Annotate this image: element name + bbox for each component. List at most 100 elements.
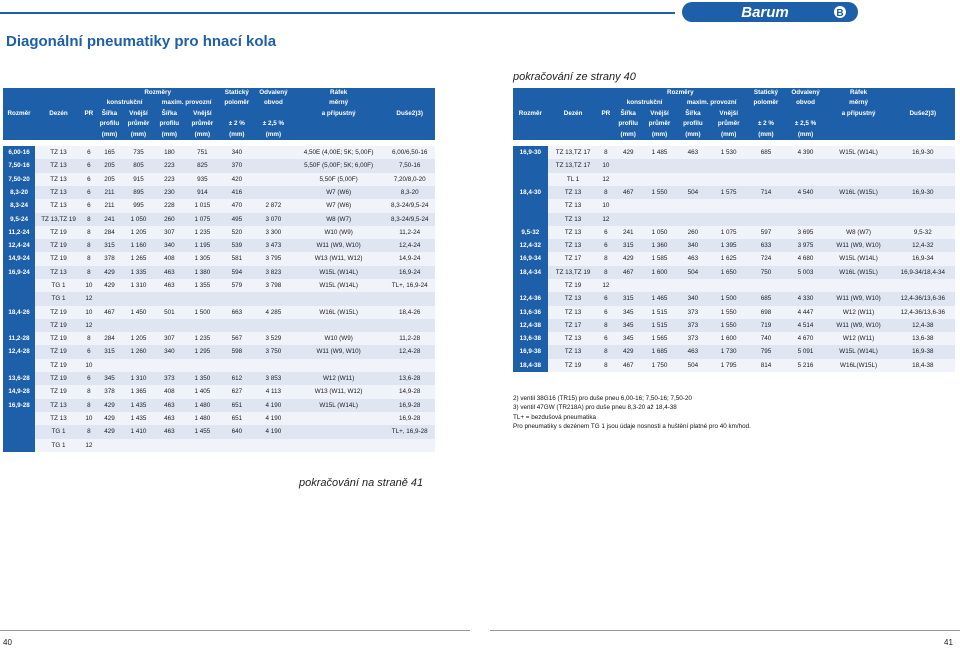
table-cell: 12 bbox=[81, 438, 96, 452]
table-cell bbox=[254, 185, 293, 200]
table-cell bbox=[675, 172, 710, 186]
table-cell: 12,4-36/13,6-36 bbox=[890, 305, 955, 319]
table-cell: 14,9-24 bbox=[3, 252, 36, 266]
table-row: 13,6-38 TZ 13 6 345 1 565 373 1 600 740 4 670 W12… bbox=[513, 332, 955, 346]
table-cell: 4 330 bbox=[784, 292, 827, 306]
table-cell: 205 bbox=[95, 159, 124, 173]
table-row: 16,9-30 TZ 13,TZ 17 8 429 1 485 463 1 530 685 4 … bbox=[513, 146, 955, 160]
table-cell: 8 bbox=[598, 318, 614, 333]
table-cell: 241 bbox=[613, 225, 644, 240]
table-cell bbox=[643, 199, 676, 213]
table-cell: TZ 13,TZ 19 bbox=[547, 265, 599, 279]
table-cell: W7 (W6) bbox=[292, 199, 385, 213]
table-row: 12,4-38 TZ 17 8 345 1 515 373 1 550 719 4 514 W11… bbox=[513, 318, 955, 333]
table-cell: 463 bbox=[675, 345, 710, 359]
table-cell: 612 bbox=[219, 372, 254, 386]
header-cell: ± 2,5 % bbox=[254, 119, 293, 130]
table-cell bbox=[826, 159, 891, 173]
table-cell: W8 (W7) bbox=[826, 225, 891, 240]
table-cell: 9,5-32 bbox=[890, 225, 955, 240]
table-cell: W10 (W9) bbox=[292, 332, 385, 346]
table-cell: 429 bbox=[613, 345, 644, 359]
table-cell: 504 bbox=[675, 358, 710, 373]
table-cell: 1 050 bbox=[643, 225, 676, 240]
table-cell: 1 550 bbox=[709, 318, 748, 333]
tire-table-left: Rozměr Dezén PR Rozměry Statický Odvalený Ráfe… bbox=[3, 88, 435, 452]
header-cell: Statický bbox=[747, 88, 785, 99]
table-cell: 11,2-28 bbox=[384, 332, 435, 346]
header-cell: Šířka bbox=[613, 108, 644, 120]
table-row: TZ 19 10 bbox=[3, 358, 435, 373]
table-cell: 345 bbox=[613, 332, 644, 346]
table-cell: 315 bbox=[613, 239, 644, 253]
top-bar: Barum B bbox=[0, 0, 960, 24]
table-cell: 1 565 bbox=[643, 332, 676, 346]
table-cell: 463 bbox=[153, 265, 186, 279]
table-cell: 1 600 bbox=[643, 265, 676, 279]
table-row: 7,50-20 TZ 13 6 205 915 223 935 420 5,50F (5,00F… bbox=[3, 172, 435, 186]
table-cell: 8 bbox=[81, 265, 96, 279]
table-cell: 935 bbox=[185, 172, 220, 186]
table-cell: 345 bbox=[95, 372, 124, 386]
header-cell: Ráfek bbox=[826, 88, 891, 99]
table-cell bbox=[613, 199, 644, 213]
table-cell: 16,9-34 bbox=[513, 252, 548, 266]
table-cell: 420 bbox=[219, 172, 254, 186]
footer-rule-left bbox=[0, 630, 470, 631]
table-cell: 340 bbox=[153, 239, 186, 253]
table-cell: 211 bbox=[95, 199, 124, 213]
footnote: TL+ = bezdušová pneumatika bbox=[513, 413, 596, 421]
table-cell: TZ 13 bbox=[547, 305, 599, 319]
table-cell: 6 bbox=[81, 146, 96, 160]
table-cell: W15L (W14L) bbox=[826, 252, 891, 266]
table-cell: 4 113 bbox=[254, 385, 293, 399]
header-cell: ± 2 % bbox=[747, 119, 785, 130]
header-cell: PR bbox=[598, 88, 614, 141]
table-cell: TZ 13 bbox=[35, 411, 82, 426]
table-cell: 408 bbox=[153, 252, 186, 266]
table-cell: 373 bbox=[675, 318, 710, 333]
table-cell: W10 (W9) bbox=[292, 225, 385, 240]
table-cell: W12 (W11) bbox=[826, 305, 891, 319]
table-cell bbox=[709, 212, 748, 226]
table-cell bbox=[675, 159, 710, 173]
table-cell: TG 1 bbox=[35, 279, 82, 293]
table-cell bbox=[292, 411, 385, 426]
table-cell: 16,9-28 bbox=[3, 398, 36, 412]
header-cell bbox=[254, 108, 293, 120]
table-cell bbox=[95, 292, 124, 306]
table-cell: 1 050 bbox=[123, 212, 154, 226]
table-cell: 598 bbox=[219, 345, 254, 359]
table-cell: 995 bbox=[123, 199, 154, 213]
table-cell: 10 bbox=[81, 279, 96, 293]
top-rule bbox=[0, 12, 675, 14]
table-cell: TZ 19 bbox=[35, 385, 82, 399]
table-cell: 504 bbox=[675, 265, 710, 279]
table-cell: 315 bbox=[95, 239, 124, 253]
table-cell: W15L (W14L) bbox=[292, 279, 385, 293]
table-row: TZ 19 12 bbox=[3, 318, 435, 333]
header-cell: profilu bbox=[95, 119, 124, 130]
table-cell: 16,9-28 bbox=[384, 398, 435, 412]
table-cell: 12 bbox=[598, 172, 614, 186]
table-cell: TL+, 16,9-28 bbox=[384, 425, 435, 439]
table-cell: 373 bbox=[675, 332, 710, 346]
table-cell: 5 091 bbox=[784, 345, 827, 359]
header-cell bbox=[826, 119, 891, 130]
table-cell: TZ 19 bbox=[547, 279, 599, 293]
table-cell bbox=[747, 212, 785, 226]
table-cell: 12 bbox=[598, 212, 614, 226]
table-cell: TZ 13 bbox=[547, 185, 599, 200]
table-cell: TZ 13 bbox=[547, 239, 599, 253]
header-cell bbox=[292, 119, 385, 130]
table-cell: 8 bbox=[81, 425, 96, 439]
header-cell: (mm) bbox=[613, 129, 644, 141]
table-cell: 12,4-36/13,6-36 bbox=[890, 292, 955, 306]
table-cell bbox=[292, 438, 385, 452]
table-cell: W11 (W9, W10) bbox=[292, 345, 385, 359]
table-cell: 1 625 bbox=[709, 252, 748, 266]
table-cell: 260 bbox=[675, 225, 710, 240]
table-cell: 12 bbox=[81, 318, 96, 333]
header-cell: poloměr bbox=[219, 98, 254, 109]
table-cell: W16L (W15L) bbox=[292, 305, 385, 319]
